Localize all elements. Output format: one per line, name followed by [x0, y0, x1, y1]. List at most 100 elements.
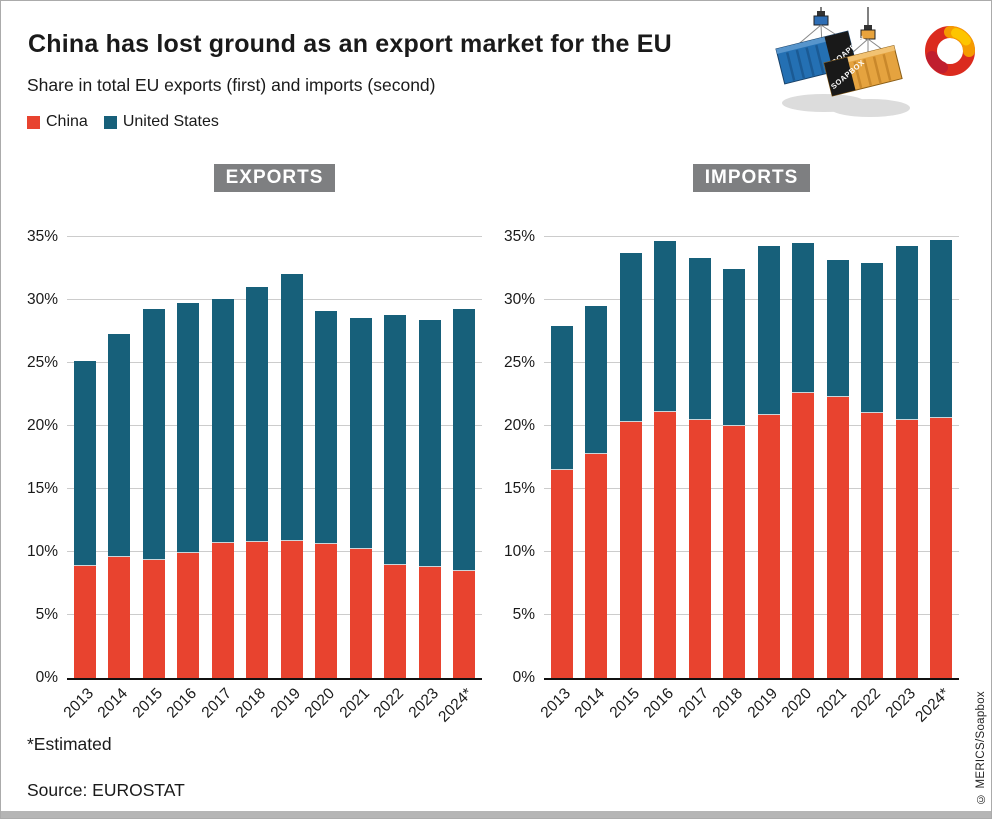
bars [67, 237, 482, 678]
bar-segment-united-states [384, 315, 407, 565]
bar-segment-united-states [826, 259, 849, 398]
bar-segment-china [792, 393, 815, 678]
bar-2023 [418, 237, 441, 678]
gridline [67, 362, 482, 363]
bar-segment-united-states [142, 308, 165, 560]
bar-2024 [929, 237, 952, 678]
bar-segment-china [619, 422, 642, 678]
x-axis-label: 2020 [778, 685, 816, 722]
bar-segment-united-states [177, 302, 200, 554]
y-axis-label: 0% [35, 669, 58, 686]
bar-segment-china [142, 559, 165, 678]
imports-chart: IMPORTS 0% 5% 10% 15% 20% 25% 30% 35% 2013 2014 2… [504, 164, 959, 726]
exports-x-axis: 2013 2014 2015 2016 2017 2018 2019 2020 2021 2022… [60, 680, 482, 726]
bar-segment-china [757, 414, 780, 678]
x-axis-label: 2019 [744, 685, 781, 722]
x-axis-label: 2018 [232, 685, 270, 722]
bar-segment-united-states [619, 253, 642, 423]
y-axis-label: 30% [503, 291, 535, 308]
bar-segment-china [74, 565, 96, 678]
bar-2020 [792, 237, 815, 678]
bars [544, 237, 959, 678]
bar-2023 [895, 237, 918, 678]
bar-2014 [108, 237, 131, 678]
y-axis-label: 5% [35, 606, 58, 623]
bar-segment-united-states [723, 268, 746, 426]
legend-label-united-states: United States [122, 113, 219, 130]
bar-segment-china [861, 413, 884, 678]
bar-segment-china [211, 543, 234, 678]
bar-segment-united-states [551, 326, 573, 471]
bar-segment-china [315, 544, 338, 678]
bar-segment-united-states [861, 263, 884, 414]
legend-item-united-states: United States [103, 113, 219, 131]
bar-segment-united-states [74, 360, 96, 566]
bar-segment-united-states [688, 258, 711, 420]
gridline [67, 614, 482, 615]
y-axis-label: 5% [512, 606, 535, 623]
bar-2017 [688, 237, 711, 678]
y-axis-label: 30% [26, 291, 58, 308]
bar-2022 [861, 237, 884, 678]
x-axis-label: 2023 [405, 685, 442, 722]
bar-segment-china [654, 412, 677, 678]
x-axis-label: 2013 [60, 685, 98, 722]
bar-2013 [74, 237, 96, 678]
bar-segment-united-states [654, 240, 677, 413]
page-subtitle: Share in total EU exports (first) and im… [27, 75, 436, 95]
bar-2019 [757, 237, 780, 678]
y-axis-label: 10% [26, 543, 58, 560]
x-axis-label: 2017 [198, 685, 235, 722]
bar-segment-china [418, 567, 441, 678]
x-axis-label: 2022 [847, 685, 885, 722]
bar-2017 [211, 237, 234, 678]
bar-2022 [384, 237, 407, 678]
bar-segment-united-states [792, 243, 815, 394]
united-states-swatch-icon [103, 115, 117, 129]
y-axis-label: 15% [503, 480, 535, 497]
bar-segment-china [349, 549, 372, 678]
bar-segment-united-states [585, 306, 608, 454]
bar-2020 [315, 237, 338, 678]
bar-segment-united-states [757, 245, 780, 415]
bar-2021 [349, 237, 372, 678]
bar-segment-china [452, 570, 475, 678]
y-axis-label: 0% [512, 669, 535, 686]
y-axis-label: 25% [503, 354, 535, 371]
bar-segment-china [108, 557, 131, 678]
y-axis-label: 10% [503, 543, 535, 560]
gridline [544, 488, 959, 489]
bar-segment-china [246, 541, 269, 678]
exports-chart: EXPORTS 0% 5% 10% 15% 20% 25% 30% 35% 2013 2014 2… [26, 164, 482, 726]
bar-2016 [654, 237, 677, 678]
bar-2018 [246, 237, 269, 678]
y-axis-label: 20% [26, 417, 58, 434]
gridline [544, 236, 959, 237]
y-axis-label: 20% [503, 417, 535, 434]
gridline [67, 299, 482, 300]
legend-item-china: China [27, 113, 88, 131]
x-axis-label: 2014 [95, 685, 132, 722]
page-title: China has lost ground as an export marke… [28, 30, 672, 58]
bar-segment-china [688, 419, 711, 678]
bar-segment-united-states [452, 308, 475, 571]
gridline [544, 551, 959, 552]
bar-2015 [142, 237, 165, 678]
bar-2016 [177, 237, 200, 678]
imports-plot-area: 0% 5% 10% 15% 20% 25% 30% 35% [504, 228, 959, 686]
x-axis-label: 2020 [301, 685, 339, 722]
legend-label-china: China [46, 113, 88, 130]
bar-2019 [280, 237, 303, 678]
y-axis-label: 15% [26, 480, 58, 497]
gridline [67, 488, 482, 489]
bar-2024 [452, 237, 475, 678]
copyright-credit: © MERICS/Soapbox [975, 690, 987, 804]
x-axis-label: 2014 [572, 685, 609, 722]
bar-segment-united-states [108, 334, 131, 558]
x-axis-label: 2021 [813, 685, 850, 722]
bar-2021 [826, 237, 849, 678]
bar-2018 [723, 237, 746, 678]
bar-segment-united-states [211, 298, 234, 544]
bar-segment-united-states [246, 287, 269, 542]
